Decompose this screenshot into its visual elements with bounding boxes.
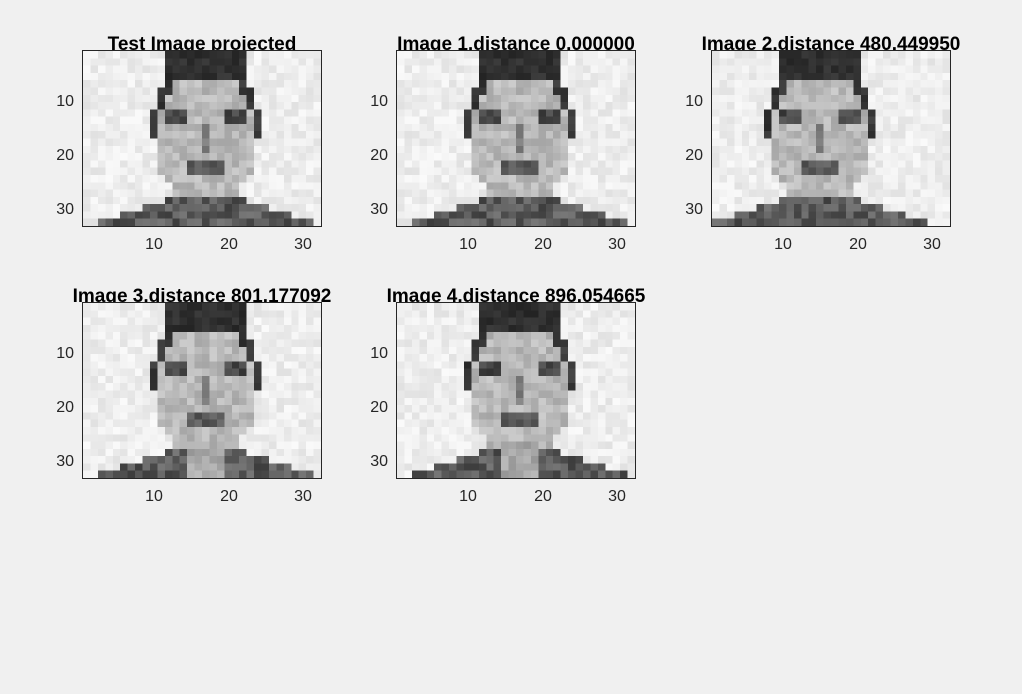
face-image	[83, 51, 321, 226]
subplot-title: Image 4,distance 896.054665	[386, 286, 646, 307]
x-tick-label: 20	[534, 236, 552, 253]
x-tick-label: 30	[608, 236, 626, 253]
image-axes	[711, 50, 951, 227]
x-tick-label: 30	[294, 488, 312, 505]
face-image	[397, 303, 635, 478]
x-tick-label: 20	[220, 488, 238, 505]
y-tick-label: 20	[370, 147, 388, 164]
x-tick-label: 10	[145, 236, 163, 253]
y-tick-label: 10	[370, 93, 388, 110]
y-tick-label: 20	[56, 399, 74, 416]
y-tick-label: 30	[56, 201, 74, 218]
x-tick-label: 20	[534, 488, 552, 505]
y-tick-label: 10	[685, 93, 703, 110]
x-tick-label: 30	[294, 236, 312, 253]
x-tick-label: 10	[774, 236, 792, 253]
subplot-title: Image 2,distance 480.449950	[701, 34, 961, 55]
subplot-title: Image 3,distance 801.177092	[72, 286, 332, 307]
subplot-title: Image 1,distance 0.000000	[397, 34, 635, 55]
y-tick-label: 30	[56, 453, 74, 470]
image-axes	[82, 302, 322, 479]
y-tick-label: 30	[370, 201, 388, 218]
y-tick-label: 10	[370, 345, 388, 362]
x-tick-label: 20	[220, 236, 238, 253]
x-tick-label: 10	[459, 488, 477, 505]
image-axes	[82, 50, 322, 227]
x-tick-label: 30	[608, 488, 626, 505]
face-image	[83, 303, 321, 478]
subplot-title: Test Image projected	[107, 34, 297, 55]
y-tick-label: 20	[370, 399, 388, 416]
image-axes	[396, 302, 636, 479]
y-tick-label: 30	[370, 453, 388, 470]
image-axes	[396, 50, 636, 227]
y-tick-label: 30	[685, 201, 703, 218]
y-tick-label: 20	[685, 147, 703, 164]
face-image	[712, 51, 950, 226]
x-tick-label: 10	[459, 236, 477, 253]
face-image	[397, 51, 635, 226]
x-tick-label: 30	[923, 236, 941, 253]
y-tick-label: 20	[56, 147, 74, 164]
y-tick-label: 10	[56, 93, 74, 110]
y-tick-label: 10	[56, 345, 74, 362]
x-tick-label: 20	[849, 236, 867, 253]
x-tick-label: 10	[145, 488, 163, 505]
